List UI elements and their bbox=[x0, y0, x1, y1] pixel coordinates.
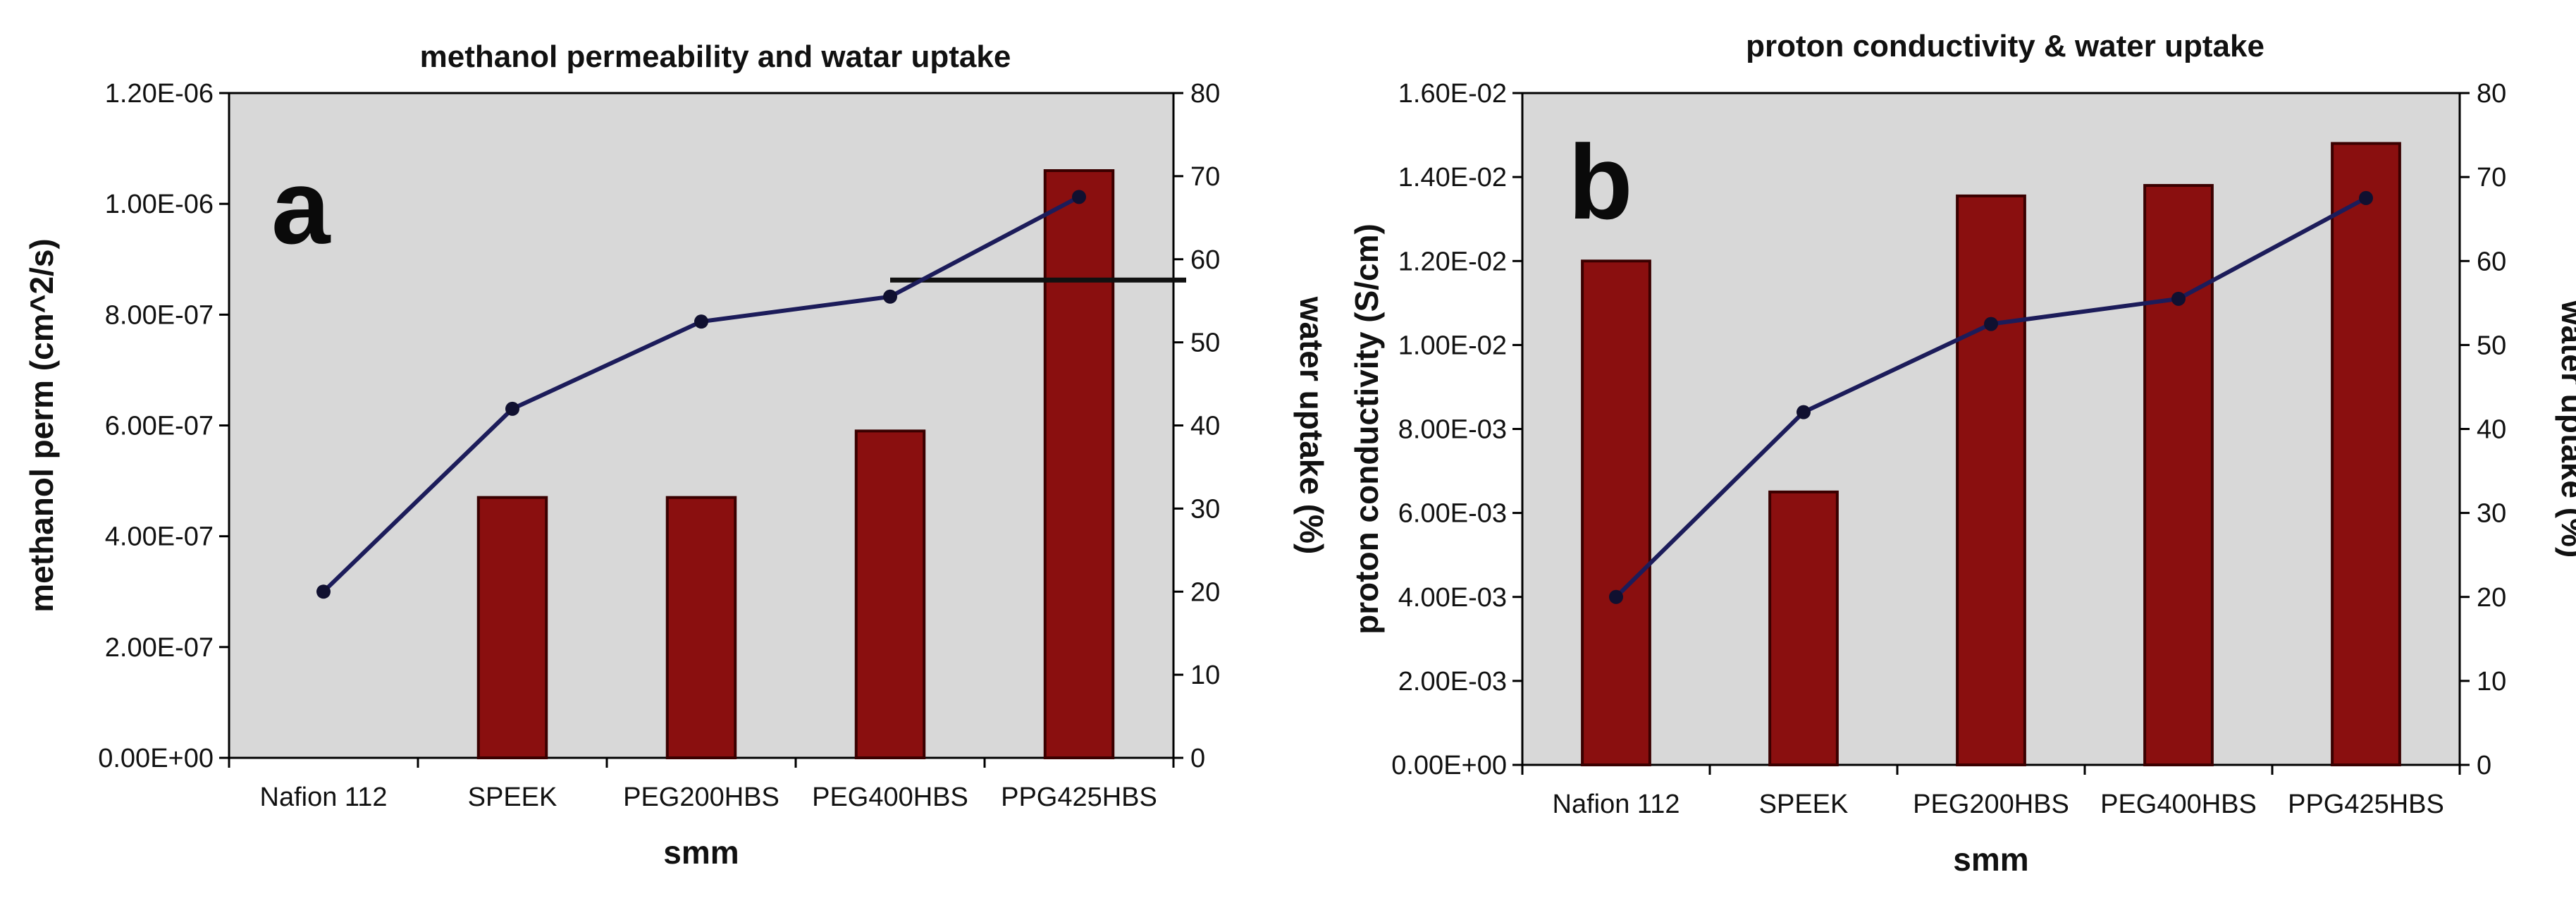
y-tick-label: 1.00E-06 bbox=[105, 190, 214, 219]
x-tick-label: PEG400HBS bbox=[2100, 790, 2257, 819]
x-tick-label: SPEEK bbox=[1759, 790, 1849, 819]
y2-tick-label: 0 bbox=[1190, 744, 1205, 773]
x-tick-label: PEG200HBS bbox=[1913, 790, 2069, 819]
water-uptake-point bbox=[694, 314, 708, 329]
x-tick-label: PEG400HBS bbox=[812, 783, 968, 812]
y-tick-label: 1.20E-02 bbox=[1398, 247, 1507, 276]
x-tick-label: SPEEK bbox=[468, 783, 557, 812]
y2-tick-label: 50 bbox=[2477, 331, 2506, 360]
panel-letter: a bbox=[271, 147, 331, 266]
y-tick-label: 8.00E-03 bbox=[1398, 415, 1507, 445]
y-tick-label: 0.00E+00 bbox=[1391, 751, 1507, 780]
chart-panel-b: 0.00E+00 2.00E-03 4.00E-03 6.00E-03 8.00E-03… bbox=[1348, 29, 2576, 878]
y-tick-label: 4.00E-03 bbox=[1398, 583, 1507, 613]
water-uptake-point bbox=[316, 584, 331, 599]
x-tick-label: Nafion 112 bbox=[1553, 790, 1680, 819]
y2-tick-label: 10 bbox=[2477, 667, 2506, 697]
y2-tick-label: 80 bbox=[2477, 79, 2506, 109]
bar-peg200hbs bbox=[1956, 194, 2026, 767]
y-axis-title: proton conductivity (S/cm) bbox=[1348, 223, 1385, 634]
y2-tick-label: 30 bbox=[1190, 494, 1220, 524]
y2-tick-label: 60 bbox=[1190, 245, 1220, 275]
y-tick-label: 6.00E-03 bbox=[1398, 499, 1507, 529]
y2-tick-label: 70 bbox=[2477, 163, 2506, 192]
bar-speek bbox=[1768, 490, 1839, 766]
y2-tick-label: 70 bbox=[1190, 162, 1220, 192]
bar-speek bbox=[476, 496, 548, 759]
x-tick-label: PPG425HBS bbox=[1001, 783, 1157, 812]
water-uptake-point bbox=[1609, 589, 1623, 604]
y-tick-label: 2.00E-07 bbox=[105, 633, 214, 663]
x-axis-title: smm bbox=[1953, 841, 2028, 878]
y2-tick-label: 40 bbox=[1190, 412, 1220, 441]
bar-ppg425hbs bbox=[2331, 142, 2401, 767]
water-uptake-point bbox=[1072, 190, 1086, 204]
y-tick-label: 0.00E+00 bbox=[98, 744, 214, 773]
y2-tick-label: 0 bbox=[2477, 751, 2491, 780]
y2-tick-label: 80 bbox=[1190, 79, 1220, 109]
bar-peg400hbs bbox=[2143, 184, 2214, 767]
y2-tick-label: 20 bbox=[2477, 583, 2506, 613]
y2-axis-title: water uptake (%) bbox=[2555, 300, 2576, 558]
bar-peg200hbs bbox=[665, 496, 737, 759]
panel-letter: b bbox=[1568, 123, 1633, 241]
water-uptake-point bbox=[2171, 291, 2186, 306]
y-tick-label: 6.00E-07 bbox=[105, 412, 214, 441]
x-axis-title: smm bbox=[663, 834, 739, 871]
y2-tick-label: 60 bbox=[2477, 247, 2506, 276]
y-tick-label: 8.00E-07 bbox=[105, 300, 214, 330]
y2-tick-label: 30 bbox=[2477, 499, 2506, 529]
y-tick-label: 1.20E-06 bbox=[105, 79, 214, 109]
chart-panel-a: 0.00E+00 2.00E-07 4.00E-07 6.00E-07 8.00E-07… bbox=[23, 39, 1330, 871]
x-tick-label: Nafion 112 bbox=[260, 783, 388, 812]
y-tick-label: 4.00E-07 bbox=[105, 522, 214, 552]
water-uptake-point bbox=[1797, 405, 1811, 419]
y-tick-label: 1.40E-02 bbox=[1398, 163, 1507, 192]
chart-title: methanol permeability and watar uptake bbox=[420, 39, 1011, 74]
y-tick-label: 1.60E-02 bbox=[1398, 79, 1507, 109]
x-tick-label: PPG425HBS bbox=[2288, 790, 2444, 819]
y2-tick-label: 40 bbox=[2477, 415, 2506, 445]
water-uptake-point bbox=[883, 289, 897, 304]
bar-nafion-112 bbox=[1581, 259, 1651, 766]
y-tick-label: 2.00E-03 bbox=[1398, 667, 1507, 697]
y2-tick-label: 20 bbox=[1190, 577, 1220, 607]
chart-title: proton conductivity & water uptake bbox=[1746, 29, 2264, 63]
water-uptake-point bbox=[505, 401, 519, 416]
bar-ppg425hbs bbox=[1043, 169, 1115, 759]
y-axis-title: methanol perm (cm^2/s) bbox=[23, 238, 60, 612]
x-tick-label: PEG200HBS bbox=[623, 783, 779, 812]
water-uptake-point bbox=[1984, 317, 1998, 331]
water-uptake-point bbox=[2359, 190, 2373, 205]
y2-axis-title: water uptake (%) bbox=[1293, 296, 1330, 555]
y2-tick-label: 50 bbox=[1190, 329, 1220, 358]
y-tick-label: 1.00E-02 bbox=[1398, 331, 1507, 360]
y2-tick-label: 10 bbox=[1190, 661, 1220, 690]
bar-peg400hbs bbox=[854, 429, 926, 759]
